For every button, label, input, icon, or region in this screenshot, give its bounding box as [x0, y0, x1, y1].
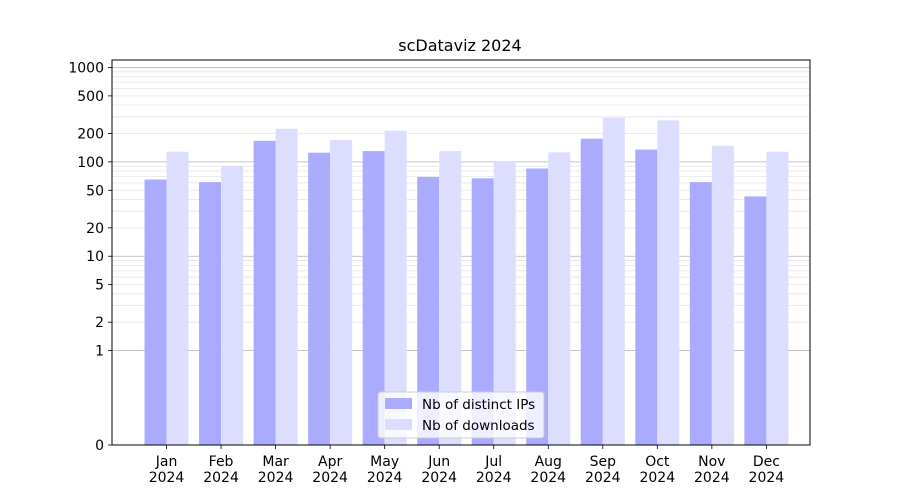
x-tick-label-month: Apr — [318, 454, 342, 470]
x-tick-label-month: Oct — [645, 454, 670, 470]
legend-swatch — [385, 398, 412, 409]
x-tick-label-month: Jan — [155, 454, 178, 470]
bar-distinct-ips — [744, 196, 767, 445]
x-tick-label-year: 2024 — [312, 470, 348, 486]
legend-label: Nb of downloads — [422, 418, 535, 434]
bar-downloads — [602, 117, 625, 445]
x-tick-label-year: 2024 — [585, 470, 621, 486]
x-tick-label-month: Mar — [262, 454, 289, 470]
x-tick-label-year: 2024 — [258, 470, 294, 486]
bar-distinct-ips — [689, 182, 712, 445]
x-tick-label-year: 2024 — [694, 470, 730, 486]
y-tick-label: 20 — [86, 221, 104, 237]
y-tick-label: 0 — [95, 438, 104, 454]
y-tick-label: 50 — [86, 183, 104, 199]
x-tick-label-month: Sep — [590, 454, 617, 470]
bar-distinct-ips — [580, 138, 603, 445]
bar-distinct-ips — [308, 152, 331, 445]
plot-frame — [111, 59, 811, 446]
x-tick-label-year: 2024 — [367, 470, 403, 486]
legend-box — [377, 391, 545, 439]
x-tick-label-year: 2024 — [149, 470, 185, 486]
bar-distinct-ips — [417, 177, 440, 445]
bar-downloads — [275, 128, 298, 445]
bar-downloads — [439, 151, 462, 446]
x-tick-label-month: Nov — [698, 454, 725, 470]
bar-downloads — [330, 139, 353, 445]
y-tick-label: 10 — [86, 249, 104, 265]
bar-distinct-ips — [253, 140, 276, 445]
bar-downloads — [493, 161, 516, 445]
bar-distinct-ips — [362, 151, 385, 446]
bar-downloads — [166, 151, 189, 446]
y-tick-label: 200 — [77, 126, 104, 142]
bars — [144, 117, 789, 446]
x-tick-label-month: Jul — [484, 454, 502, 470]
x-tick-label-year: 2024 — [203, 470, 239, 486]
x-tick-label-month: Dec — [753, 454, 780, 470]
legend-label: Nb of distinct IPs — [422, 397, 535, 413]
bar-downloads — [657, 120, 680, 445]
bar-downloads — [221, 166, 244, 445]
bar-distinct-ips — [144, 179, 167, 445]
y-tick-label: 2 — [95, 315, 104, 331]
x-tick-label-year: 2024 — [749, 470, 785, 486]
y-tick-label: 5 — [95, 278, 104, 294]
x-tick-label-year: 2024 — [476, 470, 512, 486]
x-tick-label-year: 2024 — [530, 470, 566, 486]
legend-swatch — [385, 419, 412, 430]
x-tick-label-month: May — [370, 454, 399, 470]
bar-distinct-ips — [635, 149, 658, 445]
bar-distinct-ips — [471, 178, 494, 445]
y-tick-label: 1000 — [68, 60, 104, 76]
x-tick-label-month: Jun — [427, 454, 450, 470]
bar-downloads — [711, 145, 734, 446]
x-tick-label-year: 2024 — [421, 470, 457, 486]
y-tick-label: 100 — [77, 155, 104, 171]
y-tick-label: 1 — [95, 344, 104, 360]
bar-downloads — [384, 130, 407, 446]
bar-downloads — [548, 152, 571, 445]
x-tick-label-year: 2024 — [639, 470, 675, 486]
chart-title: scDataviz 2024 — [398, 36, 521, 55]
bar-distinct-ips — [199, 182, 222, 445]
x-tick-label-month: Aug — [535, 454, 562, 470]
legend: Nb of distinct IPs Nb of downloads — [377, 391, 545, 439]
x-tick-label-month: Feb — [209, 454, 234, 470]
bar-distinct-ips — [526, 168, 549, 445]
bar-downloads — [766, 151, 789, 446]
y-tick-label: 500 — [77, 89, 104, 105]
axes: Jan2024Feb2024Mar2024Apr2024May2024Jun20… — [68, 59, 811, 486]
